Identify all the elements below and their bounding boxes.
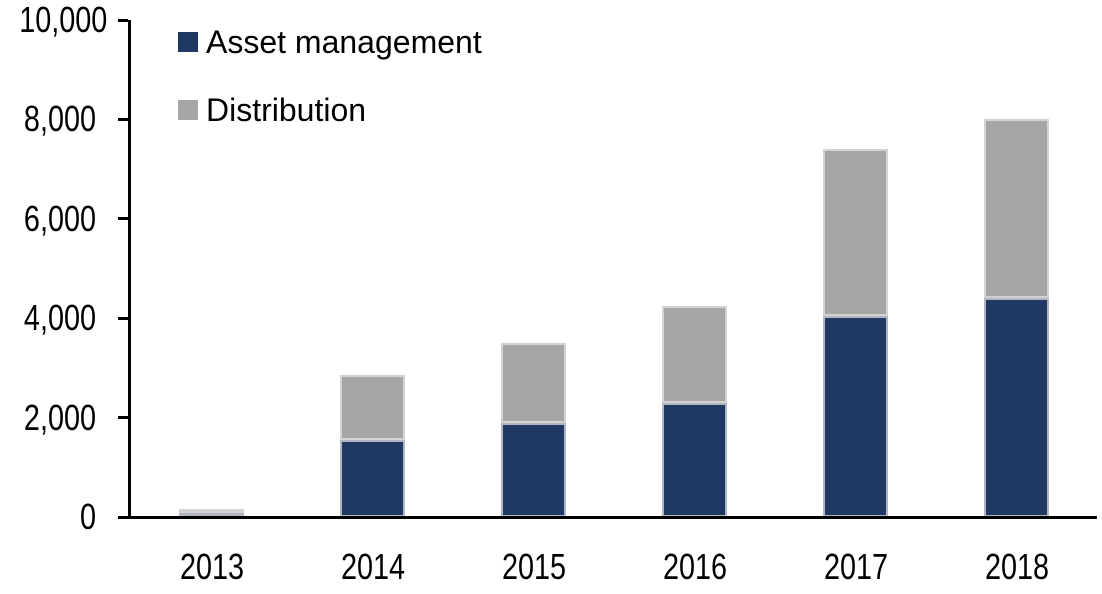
legend: Asset management Distribution [178,26,482,162]
bar-segment-distribution [340,375,405,440]
y-axis-tick [118,515,128,519]
y-axis-line [128,20,131,519]
y-axis-tick-label: 2,000 [23,396,97,438]
x-axis-category-label: 2015 [501,546,566,587]
y-axis-tick [118,316,128,320]
bar-segment-asset-management [501,422,566,517]
y-axis-tick [118,18,128,22]
bar-segment-distribution [179,508,244,514]
legend-swatch-icon [178,32,198,52]
legend-label: Distribution [206,92,367,128]
legend-item: Distribution [178,94,482,126]
x-axis-category-label: 2018 [984,546,1049,587]
x-axis-category-label: 2017 [823,546,888,587]
bar-segment-asset-management [662,402,727,517]
y-axis-tick-label: 4,000 [23,297,97,339]
y-axis-tick-label: 6,000 [23,197,97,239]
x-axis-category-label: 2014 [340,546,405,587]
bar-segment-asset-management [340,439,405,517]
x-axis-category-label: 2013 [179,546,244,587]
x-axis-category-label: 2016 [662,546,727,587]
bar-segment-distribution [984,119,1049,299]
legend-swatch-icon [178,100,198,120]
legend-item: Asset management [178,26,482,58]
y-axis-tick [118,217,128,221]
bar-segment-distribution [823,149,888,316]
y-axis-tick-label: 10,000 [19,0,108,40]
x-axis-line [128,516,1097,519]
y-axis-tick [118,117,128,121]
legend-label: Asset management [206,24,482,60]
y-axis-tick-label: 8,000 [23,98,97,140]
bar-segment-asset-management [823,315,888,517]
y-axis-tick-label: 0 [79,496,96,537]
bar-segment-asset-management [984,298,1049,517]
bar-segment-distribution [501,343,566,423]
bar-segment-distribution [662,305,727,403]
y-axis-tick [118,416,128,420]
